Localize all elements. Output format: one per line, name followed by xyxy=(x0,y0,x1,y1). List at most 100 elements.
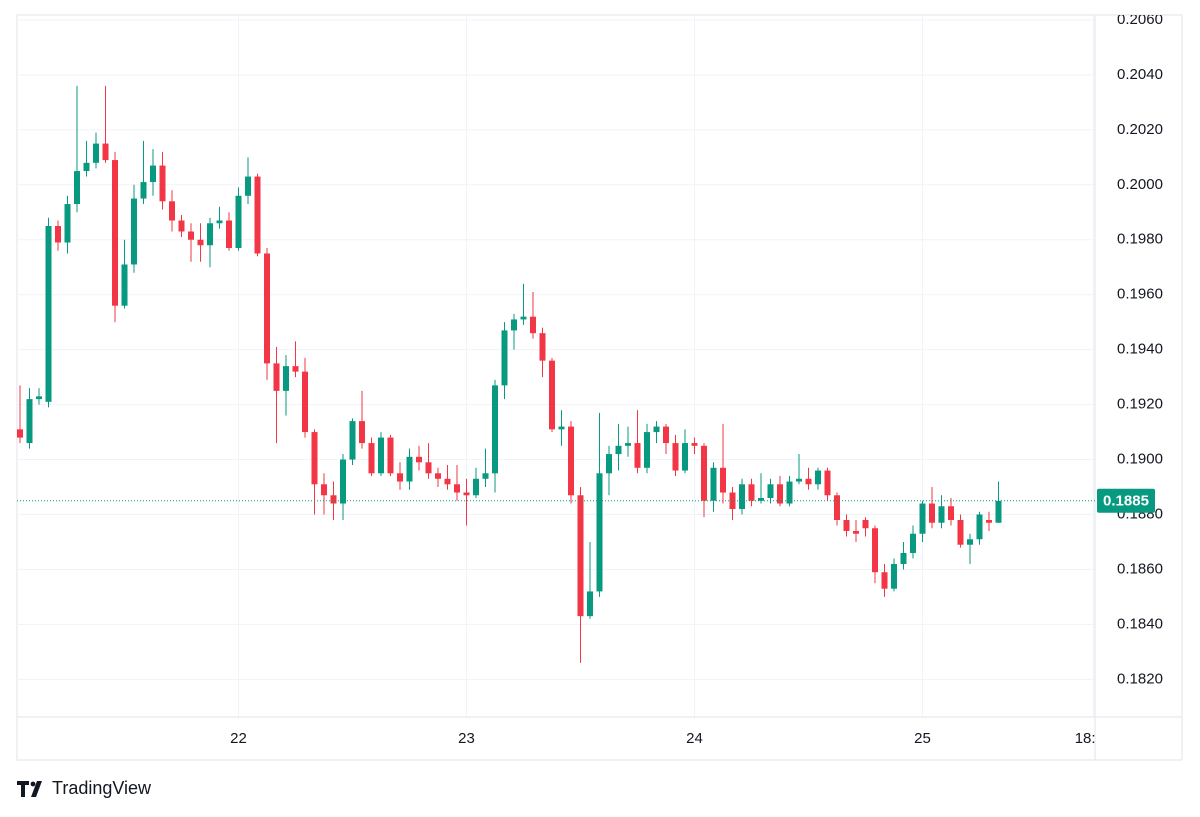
last-price-label: 0.1885 xyxy=(1103,493,1149,510)
candle-body xyxy=(178,220,185,232)
candle-body xyxy=(815,470,821,485)
candle-body xyxy=(387,437,394,474)
logo-mark xyxy=(30,781,36,787)
y-tick-label: 0.1820 xyxy=(1117,670,1163,687)
candle-body xyxy=(197,239,204,246)
candle-body xyxy=(283,366,289,391)
candle-body xyxy=(64,204,71,243)
candle-body xyxy=(834,495,840,521)
candle-body xyxy=(606,454,612,474)
candle-body xyxy=(482,473,489,479)
candle-body xyxy=(435,473,441,479)
candle-body xyxy=(188,231,194,240)
candle-body xyxy=(967,539,973,545)
y-tick-label: 0.2040 xyxy=(1117,66,1163,83)
candle-body xyxy=(226,220,232,248)
candle-body xyxy=(615,445,622,455)
candle-body xyxy=(397,473,403,482)
candle-body xyxy=(710,467,717,501)
candle-body xyxy=(929,503,935,523)
candle-body xyxy=(26,399,33,444)
candle-body xyxy=(444,478,451,485)
candle-body xyxy=(843,520,850,531)
logo-mark xyxy=(31,781,42,797)
logo: TradingView xyxy=(17,778,152,798)
candle-body xyxy=(910,533,916,553)
candle-body xyxy=(55,226,61,243)
y-tick-label: 0.1860 xyxy=(1117,560,1163,577)
candle-body xyxy=(957,520,964,545)
candle-body xyxy=(93,143,99,163)
grid xyxy=(17,15,1095,717)
candle-body xyxy=(425,462,432,474)
last-price-box xyxy=(1097,488,1155,513)
y-tick-label: 0.2000 xyxy=(1117,176,1163,193)
candle-body xyxy=(264,253,270,364)
candle-body xyxy=(254,176,261,254)
candle-body xyxy=(140,182,147,199)
candle-body xyxy=(121,264,128,306)
candle-body xyxy=(245,176,251,196)
candle-body xyxy=(311,432,318,485)
candle-body xyxy=(463,492,470,496)
candle-body xyxy=(653,426,660,433)
candle-body xyxy=(824,470,831,496)
candle-body xyxy=(577,495,584,617)
candle-body xyxy=(520,316,527,320)
candle-body xyxy=(805,478,812,485)
candle-body xyxy=(663,426,669,444)
candle-body xyxy=(938,506,945,523)
y-tick-label: 0.1840 xyxy=(1117,615,1163,632)
candle-body xyxy=(501,330,508,386)
candle-body xyxy=(36,396,42,400)
y-tick-label: 0.1900 xyxy=(1117,451,1163,468)
candle-body xyxy=(454,484,460,493)
chart-frame xyxy=(16,14,1183,761)
candle-body xyxy=(492,385,498,474)
candle-body xyxy=(159,165,166,202)
candle-body xyxy=(83,162,90,172)
logo-mark xyxy=(17,781,29,797)
candle-body xyxy=(682,443,688,471)
candle-body xyxy=(777,484,783,504)
candle-body xyxy=(511,319,517,331)
candle-body xyxy=(596,473,603,592)
candle-body xyxy=(368,443,375,474)
y-tick-label: 0.1980 xyxy=(1117,231,1163,248)
candle-body xyxy=(701,445,707,501)
candle-body xyxy=(758,498,764,501)
candle-body xyxy=(587,591,593,617)
candle-body xyxy=(207,223,213,246)
x-tick-label: 23 xyxy=(458,730,475,747)
candle-body xyxy=(720,467,726,493)
candle-body xyxy=(995,500,1002,523)
candle-body xyxy=(853,530,859,534)
x-tick-label: 22 xyxy=(230,730,247,747)
y-tick-label: 0.2060 xyxy=(1117,11,1163,28)
candle-body xyxy=(767,484,774,499)
candle-body xyxy=(302,371,308,433)
candle-body xyxy=(672,443,679,471)
candle-body xyxy=(986,520,992,523)
candle-body xyxy=(948,506,954,521)
candle-body xyxy=(112,160,118,306)
candle-body xyxy=(900,552,907,564)
x-tick-label: 25 xyxy=(914,730,931,747)
candle-body xyxy=(634,443,641,468)
candles xyxy=(17,85,1002,663)
y-tick-label: 0.2020 xyxy=(1117,121,1163,138)
candle-body xyxy=(131,198,137,265)
price-axis: 0.2060 0.2040 0.2020 0.2000 0.1980 0.1960 0.19… xyxy=(1117,11,1163,687)
candle-body xyxy=(17,429,23,438)
watermark: TradingView xyxy=(52,778,152,798)
candle-body xyxy=(729,492,736,510)
candle-body xyxy=(568,426,574,496)
candle-body xyxy=(416,456,422,463)
candle-body xyxy=(862,520,869,529)
candle-body xyxy=(74,171,80,205)
candle-body xyxy=(796,478,802,482)
y-tick-label: 0.1920 xyxy=(1117,396,1163,413)
candle-body xyxy=(292,366,299,372)
candle-body xyxy=(235,195,242,248)
